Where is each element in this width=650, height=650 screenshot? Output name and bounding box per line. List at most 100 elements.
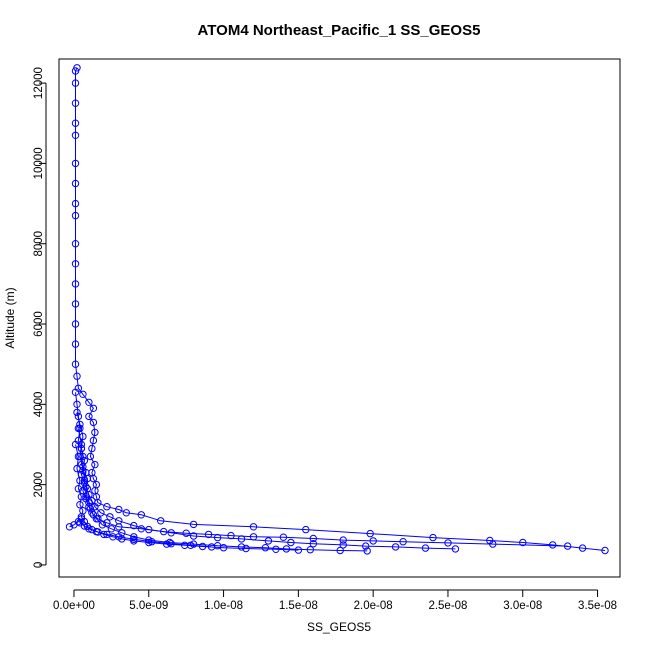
data-point	[242, 544, 250, 553]
data-point	[167, 529, 175, 537]
data-point	[369, 537, 377, 545]
data-point	[182, 529, 190, 537]
data-point	[71, 280, 80, 288]
data-point	[302, 525, 310, 534]
data-point	[71, 240, 80, 248]
data-point	[71, 300, 80, 308]
data-point	[74, 485, 83, 493]
y-tick-label: 0	[33, 562, 45, 568]
data-point	[103, 503, 111, 511]
data-point	[106, 513, 114, 521]
y-axis-label: Altitude (m)	[3, 287, 17, 348]
plot-frame	[58, 58, 621, 578]
data-point	[519, 538, 527, 547]
series-line	[77, 428, 368, 552]
data-point	[130, 535, 138, 543]
data-point	[451, 545, 460, 553]
data-point	[145, 525, 153, 534]
data-point	[167, 540, 175, 548]
data-point	[130, 521, 138, 530]
data-point	[189, 520, 198, 529]
data-point	[71, 199, 80, 208]
data-point	[287, 538, 295, 547]
data-point	[73, 408, 81, 417]
data-point	[122, 509, 131, 517]
data-point	[91, 460, 99, 469]
data-point	[339, 541, 347, 549]
data-point	[148, 538, 156, 546]
x-tick-label: 3.5e-08	[578, 600, 617, 612]
data-point	[80, 478, 89, 487]
data-point	[363, 547, 371, 555]
data-point	[76, 501, 84, 509]
data-point	[71, 360, 80, 368]
data-point	[264, 537, 273, 545]
data-point	[282, 545, 291, 553]
data-point	[85, 398, 93, 406]
data-point	[145, 538, 153, 547]
data-point	[71, 159, 80, 168]
data-point	[421, 544, 430, 552]
data-point	[85, 503, 93, 511]
data-point	[309, 540, 317, 548]
data-point	[71, 211, 80, 220]
data-point	[88, 509, 96, 517]
y-tick-label: 6000	[33, 311, 45, 337]
data-point	[77, 493, 86, 501]
data-point	[71, 260, 80, 268]
data-point	[163, 540, 171, 548]
data-point	[71, 179, 80, 188]
data-point	[71, 99, 80, 107]
data-point	[71, 131, 80, 140]
x-tick-label: 0.0e+00	[53, 600, 95, 612]
data-point	[429, 533, 437, 542]
data-point	[76, 420, 84, 429]
x-tick-label: 2.0e-08	[354, 600, 393, 612]
data-point	[73, 400, 81, 408]
data-point	[74, 452, 83, 461]
data-point	[306, 546, 314, 554]
x-tick-label: 3.0e-08	[503, 600, 542, 612]
data-point	[71, 340, 80, 348]
series-line	[75, 67, 606, 551]
data-point	[563, 542, 572, 550]
y-axis: 0 2000 4000 6000 8000 10000 12000	[33, 67, 47, 568]
data-point	[89, 404, 98, 412]
data-point	[103, 519, 111, 527]
series-layer	[65, 64, 609, 555]
chart-title: ATOM4 Northeast_Pacific_1 SS_GEOS5	[198, 22, 481, 39]
data-point	[85, 525, 93, 533]
data-point	[79, 390, 87, 398]
data-point	[115, 505, 123, 514]
data-point	[89, 418, 98, 427]
data-point	[85, 412, 93, 421]
data-point	[399, 538, 407, 546]
data-point	[71, 119, 80, 127]
data-point	[309, 534, 317, 543]
data-point	[88, 444, 96, 453]
data-point	[98, 521, 107, 529]
x-axis-label: SS_GEOS5	[307, 620, 371, 634]
x-tick-label: 5.0e-09	[129, 600, 168, 612]
data-point	[137, 511, 146, 519]
data-point	[601, 546, 609, 555]
data-point	[130, 533, 138, 541]
data-point	[391, 543, 400, 551]
data-point	[73, 372, 81, 380]
x-tick-label: 2.5e-08	[428, 600, 467, 612]
data-point	[339, 536, 347, 544]
data-point	[71, 67, 80, 75]
data-point	[71, 388, 80, 396]
data-point	[204, 530, 213, 539]
data-point	[89, 436, 98, 445]
data-point	[279, 533, 288, 541]
x-tick-label: 1.0e-08	[204, 600, 243, 612]
series-line	[69, 518, 212, 548]
data-point	[549, 541, 557, 549]
data-point	[213, 533, 222, 542]
data-point	[189, 532, 198, 540]
data-point	[237, 535, 246, 543]
series-line	[76, 412, 456, 550]
y-tick-label: 10000	[33, 147, 45, 179]
data-point	[444, 539, 452, 547]
